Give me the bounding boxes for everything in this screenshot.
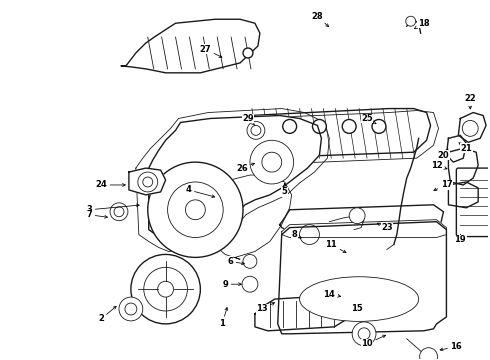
Circle shape <box>114 207 124 217</box>
Polygon shape <box>220 109 431 158</box>
Text: 23: 23 <box>377 223 392 232</box>
Circle shape <box>358 328 370 340</box>
Text: 7: 7 <box>86 210 107 219</box>
Text: 4: 4 <box>186 185 215 198</box>
Circle shape <box>243 48 253 58</box>
Circle shape <box>352 322 376 346</box>
Circle shape <box>347 304 361 318</box>
Text: 2: 2 <box>98 306 116 323</box>
Circle shape <box>144 267 188 311</box>
Circle shape <box>168 182 223 238</box>
Circle shape <box>138 172 158 192</box>
Circle shape <box>247 121 265 139</box>
Polygon shape <box>280 205 443 231</box>
Text: 3: 3 <box>86 204 139 214</box>
Circle shape <box>125 303 137 315</box>
Text: 10: 10 <box>361 335 386 348</box>
Ellipse shape <box>299 277 418 321</box>
Circle shape <box>342 120 356 133</box>
FancyBboxPatch shape <box>456 168 490 237</box>
Circle shape <box>262 152 282 172</box>
Text: 1: 1 <box>219 307 228 328</box>
Polygon shape <box>129 168 166 195</box>
Polygon shape <box>278 222 446 334</box>
Polygon shape <box>282 220 446 238</box>
Text: 11: 11 <box>325 240 346 253</box>
Polygon shape <box>446 135 466 162</box>
Text: 12: 12 <box>431 161 447 170</box>
Text: 16: 16 <box>440 342 462 351</box>
Circle shape <box>158 281 173 297</box>
Text: 25: 25 <box>361 114 376 124</box>
Circle shape <box>372 120 386 133</box>
Text: 6: 6 <box>227 257 245 266</box>
Text: 19: 19 <box>455 235 466 244</box>
Circle shape <box>349 208 365 224</box>
Polygon shape <box>255 295 349 331</box>
Circle shape <box>313 120 326 133</box>
Text: 28: 28 <box>312 12 329 27</box>
Text: 27: 27 <box>199 45 222 57</box>
Text: 24: 24 <box>95 180 125 189</box>
Text: 18: 18 <box>415 19 429 29</box>
Text: 9: 9 <box>222 280 242 289</box>
Circle shape <box>283 120 296 133</box>
Polygon shape <box>149 116 321 242</box>
Circle shape <box>250 140 294 184</box>
Text: 17: 17 <box>434 180 452 190</box>
Circle shape <box>406 16 416 26</box>
Circle shape <box>462 121 478 136</box>
Circle shape <box>242 276 258 292</box>
Circle shape <box>131 255 200 324</box>
Text: 26: 26 <box>236 163 254 172</box>
Text: 8: 8 <box>292 230 301 239</box>
Text: 14: 14 <box>323 289 341 298</box>
Circle shape <box>243 255 257 268</box>
Circle shape <box>148 162 243 257</box>
Polygon shape <box>458 113 486 142</box>
Text: 21: 21 <box>459 143 472 153</box>
Text: 29: 29 <box>242 114 255 125</box>
Circle shape <box>299 225 319 244</box>
Circle shape <box>110 203 128 221</box>
Text: 22: 22 <box>465 94 476 109</box>
Circle shape <box>143 177 153 187</box>
Polygon shape <box>121 19 260 73</box>
Polygon shape <box>448 182 478 208</box>
Text: 15: 15 <box>351 304 363 314</box>
Text: 5: 5 <box>282 184 288 197</box>
Polygon shape <box>448 148 478 185</box>
Circle shape <box>251 125 261 135</box>
Circle shape <box>185 200 205 220</box>
Text: 13: 13 <box>256 303 274 314</box>
Circle shape <box>419 348 438 360</box>
Text: 20: 20 <box>438 149 449 160</box>
Circle shape <box>119 297 143 321</box>
